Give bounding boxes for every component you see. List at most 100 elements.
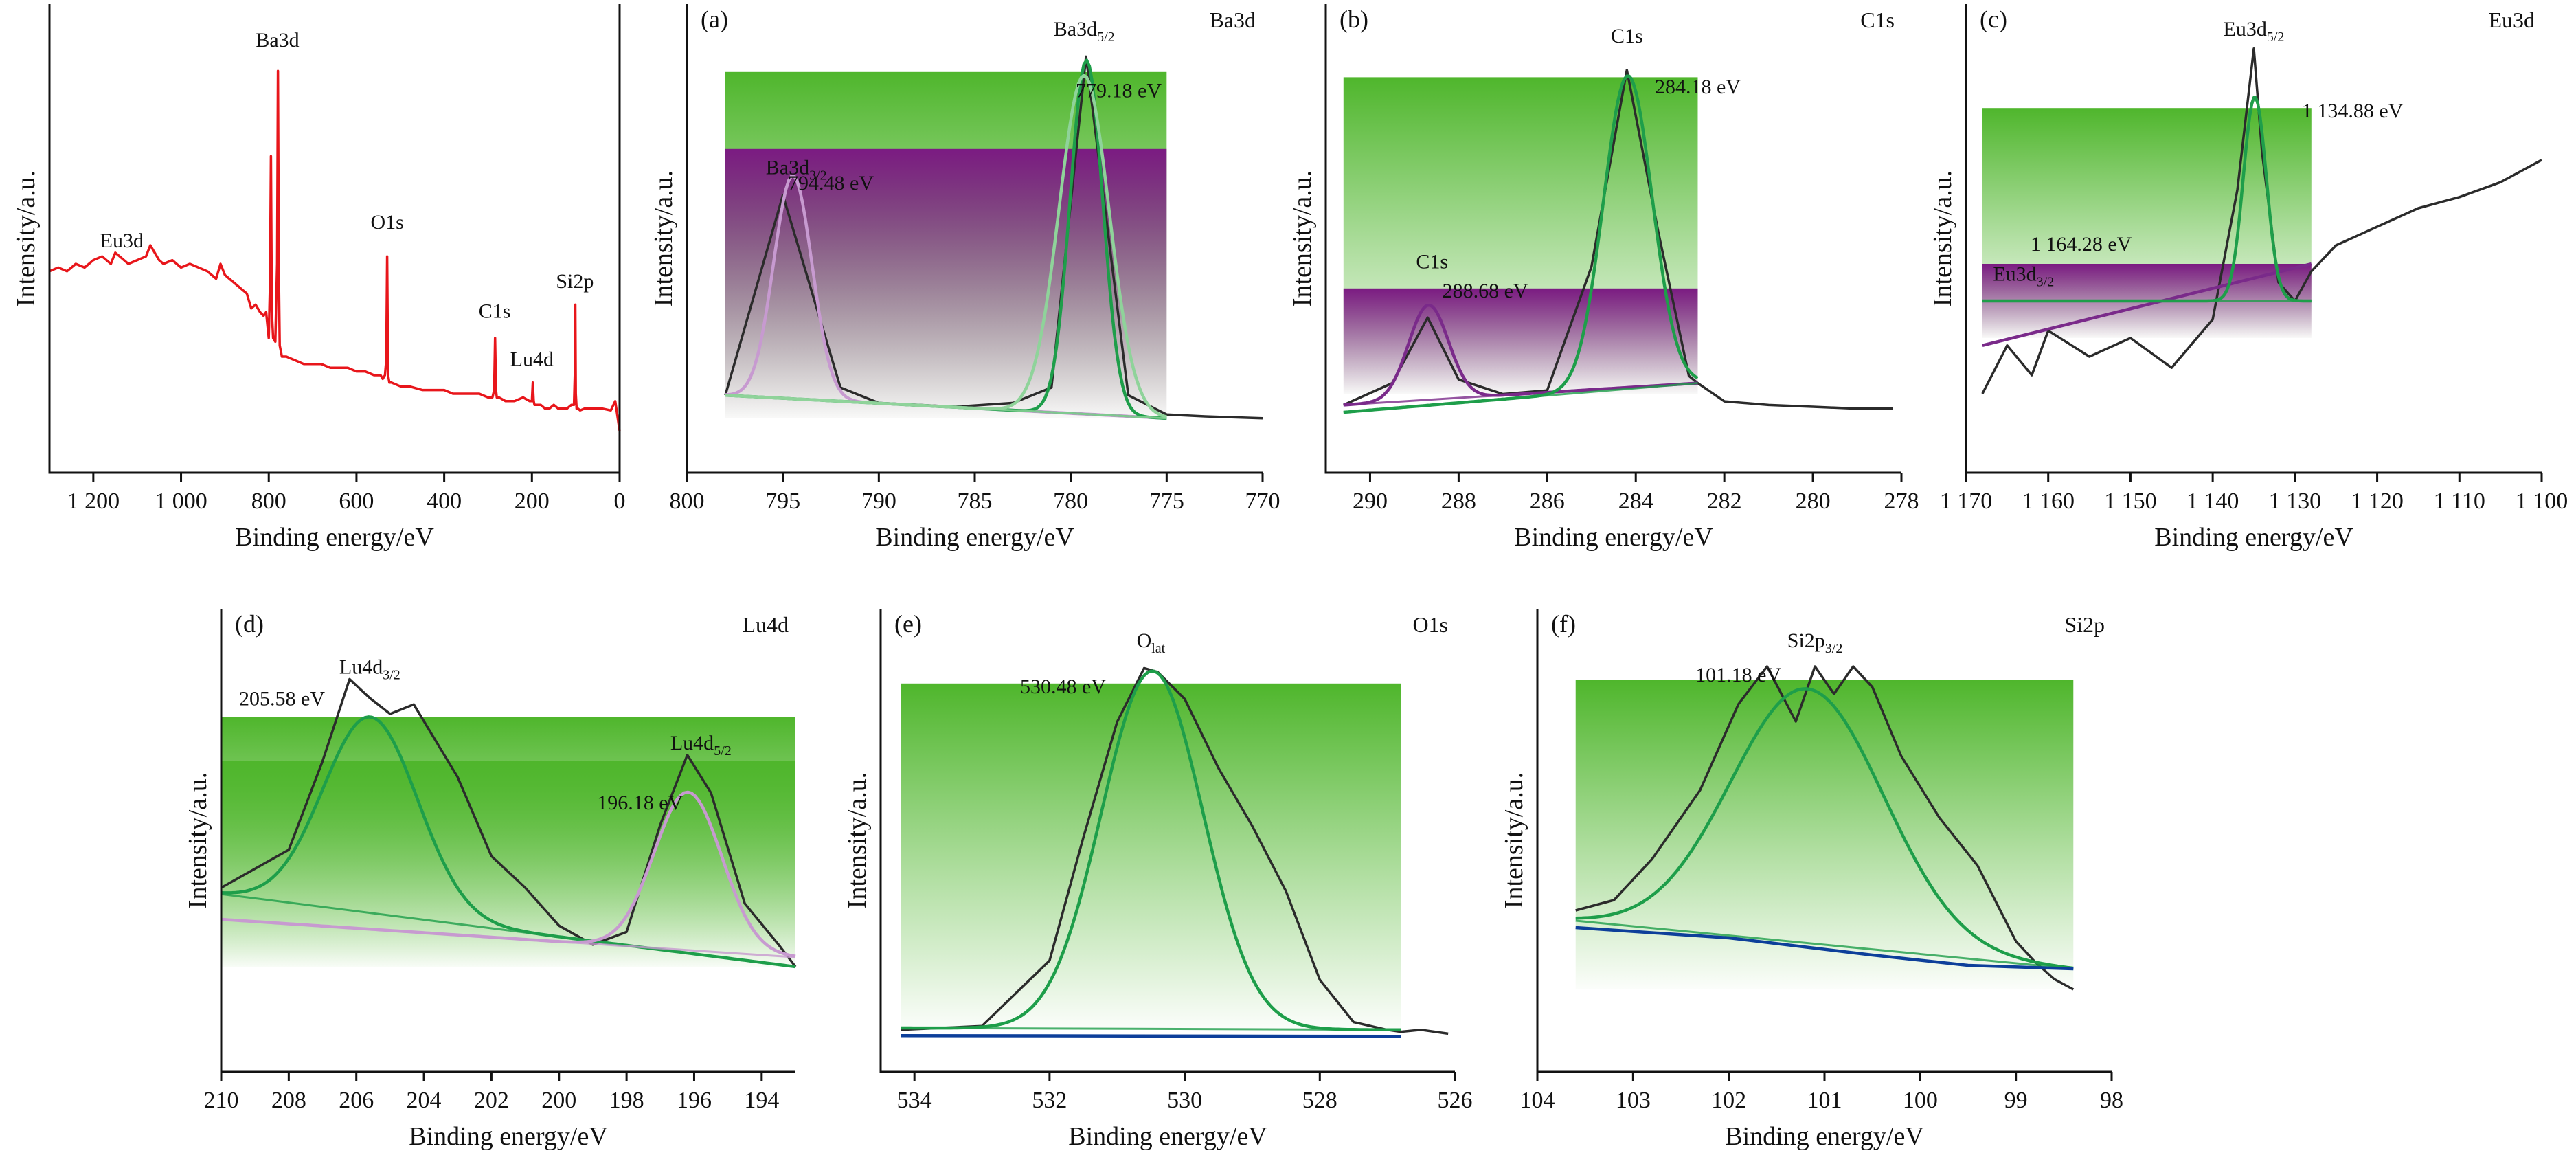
- x-tick-label: 1 110: [2434, 489, 2485, 514]
- series-line-data: [1575, 665, 2075, 991]
- x-tick-label: 194: [744, 1088, 779, 1113]
- x-tick-label: 98: [2100, 1088, 2123, 1113]
- x-tick-label: 100: [1903, 1088, 1938, 1113]
- y-axis-label: Intensity/a.u.: [1288, 170, 1317, 306]
- peak-annotation: Si2p3/2: [1787, 629, 1843, 656]
- series-line-fit: [901, 1033, 1401, 1038]
- x-tick-label: 284: [1618, 489, 1653, 514]
- x-axis-label: Binding energy/eV: [235, 523, 434, 552]
- annotation-subscript: lat: [1151, 641, 1165, 656]
- x-tick-label: 99: [2004, 1088, 2028, 1113]
- panel-survey: 1 200 1 000 800 600 400 200 0 Binding energy/eV…: [12, 4, 626, 552]
- peak-annotation: C1s: [479, 300, 511, 322]
- peak-annotation: C1s: [1611, 25, 1643, 47]
- annotation-subscript: 5/2: [1097, 30, 1115, 45]
- x-tick-label: 282: [1707, 489, 1742, 514]
- x-tick-label: 206: [339, 1088, 374, 1113]
- series-baseline: [1575, 919, 2074, 970]
- peak-annotation: Eu3d: [100, 229, 144, 252]
- x-tick-label: 770: [1245, 489, 1280, 514]
- x-tick-label: 800: [670, 489, 705, 514]
- panel-element-label: Ba3d: [1209, 8, 1256, 32]
- axis-frame: [1324, 4, 1901, 474]
- x-tick-label: 196: [677, 1088, 712, 1113]
- peak-annotation: Ba3d5/2: [1054, 18, 1115, 45]
- x-tick-label: 1 140: [2187, 489, 2239, 514]
- peak-annotation: Lu4d: [510, 348, 554, 371]
- x-tick-label: 1 160: [2022, 489, 2075, 514]
- x-tick-label: 208: [271, 1088, 306, 1113]
- y-axis-label: Intensity/a.u.: [12, 170, 41, 306]
- peak-annotation: 284.18 eV: [1655, 76, 1741, 98]
- peak-annotation: Si2p: [556, 270, 594, 293]
- highlight-band: [221, 761, 795, 967]
- panel-label: (a): [701, 5, 728, 33]
- x-tick-label: 800: [251, 489, 286, 514]
- y-axis-label: Intensity/a.u.: [649, 170, 678, 306]
- panel-c1s: 290 288 286 284 282 280 278 Binding energy/eV In…: [1288, 4, 1919, 552]
- series-line-fit: [725, 74, 1167, 418]
- highlight-band: [725, 148, 1167, 418]
- x-tick-label: 1 150: [2104, 489, 2157, 514]
- x-tick-label: 400: [427, 489, 462, 514]
- x-tick-label: 775: [1149, 489, 1184, 514]
- series-line-fit: [1575, 926, 2074, 971]
- series-line-fit: [1343, 74, 1699, 414]
- x-axis-label: Binding energy/eV: [1725, 1122, 1924, 1151]
- x-tick-label: 104: [1520, 1088, 1555, 1113]
- x-tick-label: 286: [1530, 489, 1565, 514]
- panel-o1s: 534 532 530 528 526 Binding energy/eV Intensit…: [843, 609, 1473, 1151]
- x-tick-label: 210: [204, 1088, 239, 1113]
- panel-si2p: 104 103 102 101 100 99 98 Binding energy/eV Inte…: [1500, 609, 2123, 1151]
- x-tick-label: 204: [407, 1088, 442, 1113]
- panel-label: (f): [1551, 610, 1576, 638]
- y-axis-label: Intensity/a.u.: [843, 772, 872, 908]
- x-tick-label: 202: [474, 1088, 509, 1113]
- peak-annotation: O1s: [370, 211, 403, 234]
- x-tick-label: 290: [1353, 489, 1388, 514]
- y-axis-label: Intensity/a.u.: [183, 772, 212, 908]
- x-tick-label: 1 200: [67, 489, 120, 514]
- peak-annotation: 530.48 eV: [1020, 675, 1106, 698]
- series-line-data: [724, 55, 1263, 420]
- series-line-fit: [221, 715, 796, 969]
- x-tick-label: 198: [609, 1088, 644, 1113]
- highlight-band: [1575, 680, 2074, 989]
- x-axis-label: Binding energy/eV: [875, 523, 1074, 552]
- panel-element-label: Si2p: [2064, 612, 2105, 637]
- panel-element-label: Lu4d: [742, 612, 789, 637]
- x-tick-label: 1 000: [155, 489, 207, 514]
- x-tick-label: 1 130: [2269, 489, 2322, 514]
- x-tick-label: 528: [1302, 1088, 1337, 1113]
- y-axis-label: Intensity/a.u.: [1500, 772, 1528, 908]
- x-tick-label: 785: [958, 489, 993, 514]
- series-line-data: [49, 69, 621, 431]
- x-tick-label: 200: [515, 489, 550, 514]
- x-tick-label: 530: [1167, 1088, 1202, 1113]
- panel-eu3d: 1 170 1 160 1 150 1 140 1 130 1 120 1 110 1 100…: [1928, 4, 2568, 552]
- peak-annotation: 196.18 eV: [597, 792, 683, 814]
- x-tick-label: 1 170: [1940, 489, 1993, 514]
- annotation-subscript: 5/2: [2267, 30, 2285, 45]
- peak-annotation: Lu4d3/2: [339, 655, 400, 682]
- x-tick-label: 280: [1796, 489, 1831, 514]
- annotation-subscript: 3/2: [1825, 641, 1843, 656]
- annotation-subscript: 3/2: [2037, 274, 2055, 289]
- peak-annotation: Olat: [1137, 629, 1166, 656]
- x-tick-label: 534: [897, 1088, 932, 1113]
- series-line-data: [221, 677, 797, 968]
- annotation-subscript: 3/2: [809, 168, 827, 183]
- peak-annotation: 1 134.88 eV: [2302, 100, 2404, 122]
- panel-ba3d: 800 795 790 785 780 775 770 Binding energy/eV In…: [649, 4, 1280, 552]
- x-tick-label: 1 100: [2516, 489, 2568, 514]
- highlight-band: [1343, 288, 1698, 394]
- peak-annotation: 794.48 eV: [788, 172, 874, 194]
- annotation-subscript: 5/2: [714, 743, 732, 759]
- x-tick-label: 526: [1438, 1088, 1473, 1113]
- panel-element-label: O1s: [1412, 612, 1448, 637]
- x-tick-label: 780: [1053, 489, 1088, 514]
- series-line-fit: [1982, 262, 2312, 347]
- x-tick-label: 600: [339, 489, 374, 514]
- panel-label: (e): [894, 610, 922, 638]
